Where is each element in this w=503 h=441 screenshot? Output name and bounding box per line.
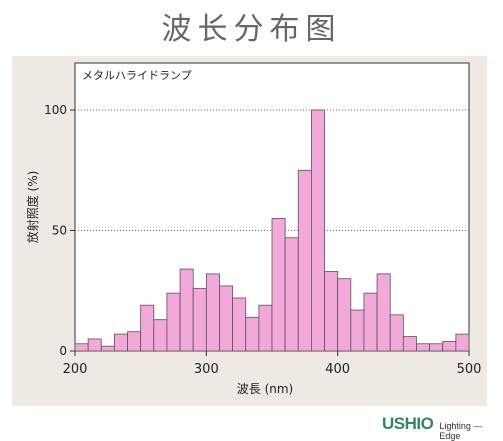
bar [166, 292, 181, 352]
bar [232, 297, 247, 352]
x-axis-label: 波長 (nm) [237, 382, 293, 396]
bar [350, 309, 365, 352]
bar [429, 343, 444, 352]
bar [310, 109, 325, 352]
y-axis-label: 放射照度 (%) [25, 171, 40, 244]
x-tick-label: 400 [325, 362, 350, 377]
bar [219, 285, 233, 352]
bar [74, 343, 89, 352]
y-tick-label: 0 [59, 344, 67, 358]
x-tick-label: 500 [457, 362, 482, 377]
bar [192, 287, 207, 352]
bar [114, 333, 128, 352]
bar [389, 314, 404, 352]
x-tick-label: 300 [194, 362, 219, 377]
brand-tagline: Lighting — Edge [439, 421, 483, 441]
y-tick-label: 100 [44, 103, 67, 117]
bar [442, 340, 457, 352]
bar [297, 169, 312, 352]
bar-series [74, 109, 470, 352]
bar [376, 273, 391, 352]
bar [87, 338, 102, 352]
x-tick-label: 200 [63, 362, 88, 377]
bar [284, 237, 299, 352]
bar [153, 319, 168, 352]
bar [258, 304, 273, 352]
bar [271, 218, 286, 352]
bar [363, 292, 378, 352]
page-title: 波长分布图 [161, 12, 342, 47]
bar [416, 343, 431, 352]
chart-title: メタルハライドランプ [82, 69, 192, 82]
brand-logo-mark: USHIO [382, 414, 434, 433]
bar [402, 336, 417, 352]
brand-logo: USHIO Lighting — Edge [382, 414, 503, 441]
bar [179, 268, 194, 352]
y-tick-label: 50 [52, 224, 67, 238]
bar [337, 278, 352, 352]
bar [140, 304, 155, 352]
bar [324, 271, 339, 352]
bar [455, 333, 470, 352]
bar [205, 273, 220, 352]
axes: 0 50 100 200 300 400 500 [44, 103, 481, 377]
bar [127, 331, 142, 352]
bar [100, 345, 115, 352]
bar [245, 316, 260, 352]
